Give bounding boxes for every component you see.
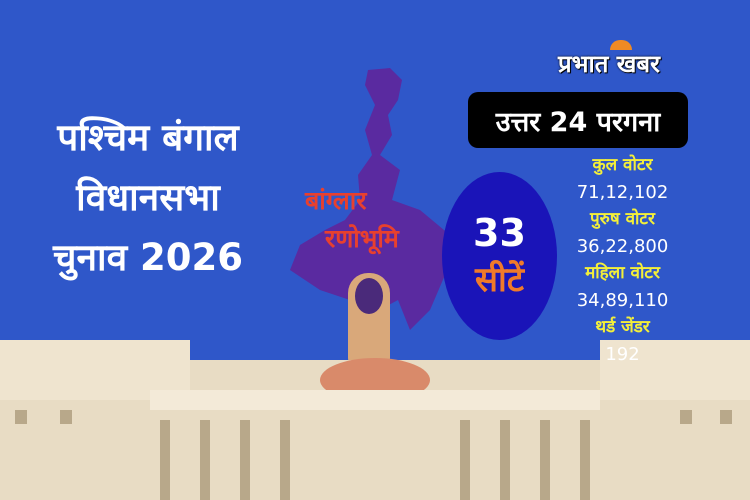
voter-stats: कुल वोटर 71,12,102 पुरुष वोटर 36,22,800 … — [560, 152, 685, 368]
headline-line2: विधानसभा — [76, 176, 220, 219]
stat-value: 192 — [605, 344, 640, 365]
inked-finger-icon — [348, 273, 390, 378]
stat-label: कुल वोटर — [592, 155, 653, 175]
map-label: बांग्लार रणोभूमि — [305, 182, 399, 258]
brand-logo: प्रभात खबर — [558, 50, 660, 78]
headline: पश्चिम बंगाल विधानसभा चुनाव 2026 — [18, 108, 278, 288]
seat-count: 33 — [473, 211, 526, 255]
stat-value: 34,89,110 — [576, 290, 669, 311]
stat-label: पुरुष वोटर — [590, 209, 655, 229]
west-bengal-map — [290, 68, 450, 330]
map-label-line2: रणोभूमि — [325, 224, 399, 253]
logo-sun-icon — [610, 40, 632, 50]
assembly-building-image — [0, 340, 750, 500]
headline-line3: चुनाव 2026 — [52, 236, 244, 279]
stat-label: थर्ड जेंडर — [595, 317, 650, 337]
seats-badge: 33 सीटें — [442, 172, 557, 340]
seat-label: सीटें — [475, 260, 524, 300]
stat-value: 71,12,102 — [576, 182, 669, 203]
headline-line1: पश्चिम बंगाल — [57, 116, 239, 159]
map-label-line1: बांग्लार — [305, 186, 367, 215]
stat-value: 36,22,800 — [576, 236, 669, 257]
stat-label: महिला वोटर — [585, 263, 660, 283]
district-name: उत्तर 24 परगना — [468, 92, 688, 148]
